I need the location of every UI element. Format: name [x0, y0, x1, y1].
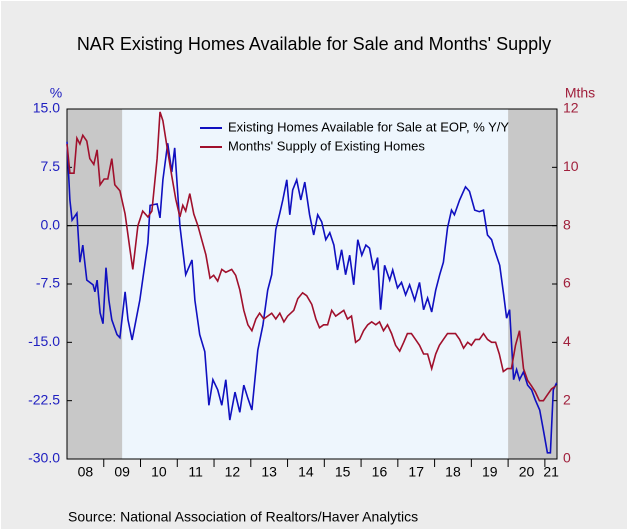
y2-tick-label: 10 — [563, 158, 579, 174]
y2-axis-label: Mths — [565, 85, 595, 101]
x-tick-label: 16 — [372, 464, 388, 480]
x-tick-label: 08 — [78, 464, 94, 480]
y2-tick-label: 8 — [563, 216, 571, 232]
y-tick-label: 15.0 — [33, 100, 60, 116]
plot-frame — [66, 108, 558, 460]
legend-label: Months' Supply of Existing Homes — [228, 138, 425, 153]
y-axis-label: % — [50, 85, 62, 101]
x-tick-label: 19 — [482, 464, 498, 480]
y2-tick-label: 4 — [563, 333, 571, 349]
x-tick-label: 13 — [261, 464, 277, 480]
data-line — [66, 141, 558, 454]
y-tick-label: -7.5 — [36, 275, 60, 291]
data-line — [66, 111, 556, 402]
y2-tick-label: 12 — [563, 100, 579, 116]
y2-tick-label: 2 — [563, 391, 571, 407]
x-tick-label: 17 — [408, 464, 424, 480]
y-tick-label: -15.0 — [28, 333, 60, 349]
x-tick-label: 11 — [188, 464, 203, 480]
y-tick-label: 7.5 — [41, 158, 61, 174]
x-tick-label: 20 — [519, 464, 535, 480]
y2-tick-label: 6 — [563, 275, 571, 291]
x-tick-label: 21 — [543, 464, 559, 480]
y-tick-label: -30.0 — [28, 450, 60, 466]
x-tick-label: 09 — [114, 464, 130, 480]
source-note: Source: National Association of Realtors… — [68, 509, 418, 525]
chart-title: NAR Existing Homes Available for Sale an… — [77, 34, 551, 54]
legend-label: Existing Homes Available for Sale at EOP… — [228, 119, 509, 134]
y-tick-label: -22.5 — [28, 391, 60, 407]
y2-tick-label: 0 — [563, 450, 571, 466]
x-tick-label: 15 — [335, 464, 351, 480]
x-tick-label: 10 — [151, 464, 167, 480]
x-tick-label: 14 — [298, 464, 314, 480]
plot-area — [67, 109, 557, 459]
recession-shade — [508, 109, 557, 459]
y-tick-label: 0.0 — [41, 216, 61, 232]
x-tick-label: 12 — [225, 464, 241, 480]
x-tick-label: 18 — [445, 464, 461, 480]
